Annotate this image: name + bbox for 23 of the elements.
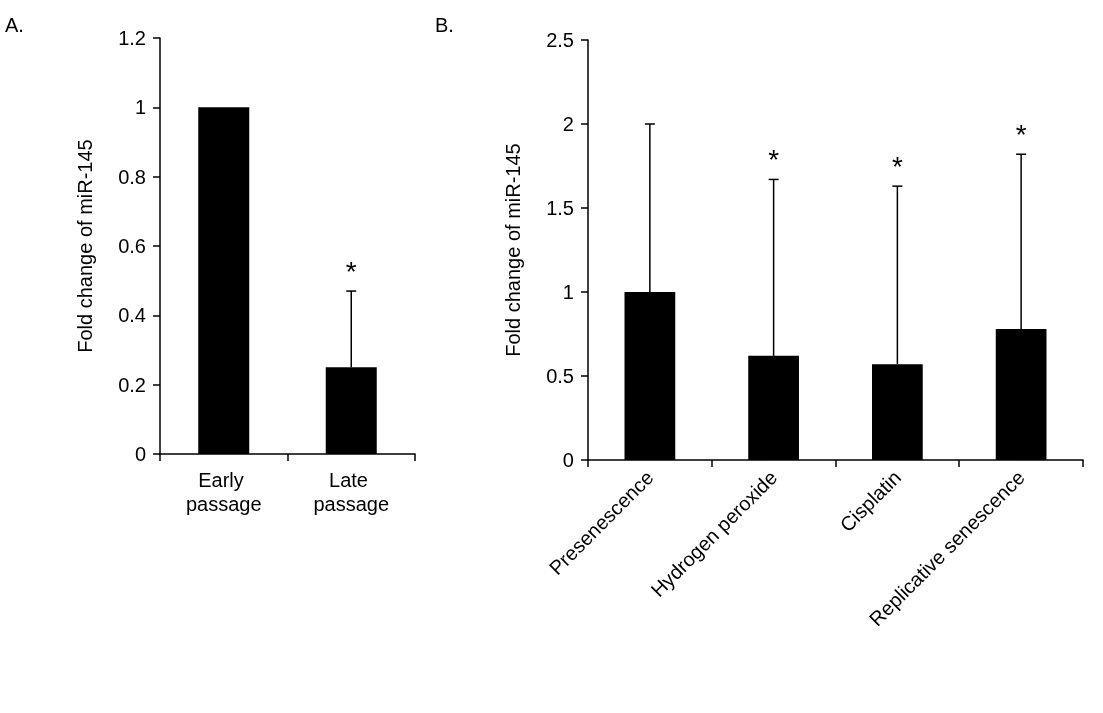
y-tick-label: 1.5 (546, 197, 574, 219)
annotation: * (345, 255, 357, 287)
x-tick-label: Late passage (313, 469, 390, 515)
x-tick-label: Early passage (185, 469, 262, 515)
annotation: * (768, 143, 780, 175)
y-tick-label: 0.6 (118, 235, 146, 257)
y-tick-label: 0.5 (546, 365, 574, 387)
chart-title: A. (5, 14, 24, 36)
annotation: * (1015, 118, 1027, 150)
y-tick-label: 1 (562, 281, 574, 303)
y-tick-label: 0 (562, 449, 574, 471)
y-tick-label: 2.5 (546, 29, 574, 51)
y-tick-label: 0.4 (118, 304, 146, 327)
y-tick-label: 1.2 (118, 27, 146, 49)
annotation: * (891, 150, 903, 182)
y-tick-label: 0.2 (118, 373, 146, 396)
y-tick-label: 2 (562, 113, 574, 135)
y-tick-label: 0 (134, 443, 146, 465)
y-axis-title: Fold change of miR-145 (501, 143, 524, 357)
y-tick-label: 0.8 (118, 165, 146, 188)
y-axis-title: Fold change of miR-145 (74, 139, 96, 353)
y-tick-label: 1 (134, 96, 146, 119)
chart-title: B. (435, 14, 454, 36)
